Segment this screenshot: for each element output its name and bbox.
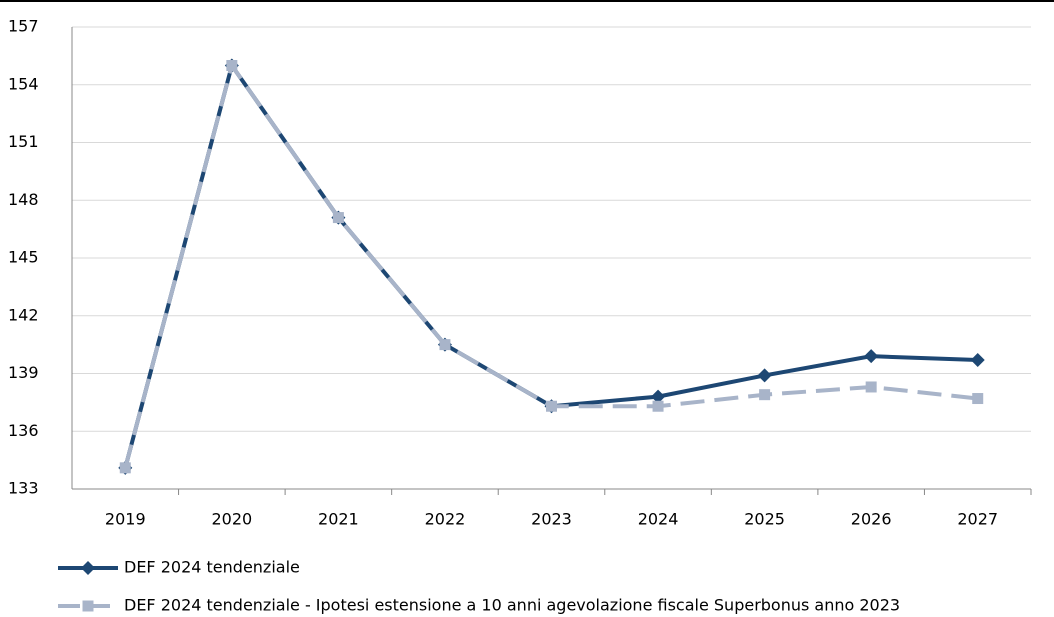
marker bbox=[970, 353, 985, 368]
marker bbox=[226, 60, 238, 71]
y-tick-label: 157 bbox=[8, 17, 39, 36]
marker bbox=[119, 462, 131, 474]
x-tick-label: 2027 bbox=[957, 510, 998, 529]
marker bbox=[546, 400, 557, 412]
marker bbox=[757, 368, 772, 383]
y-tick-label: 145 bbox=[8, 248, 39, 267]
marker bbox=[652, 400, 664, 412]
x-tick-label: 2024 bbox=[638, 510, 679, 529]
marker bbox=[972, 393, 984, 405]
y-tick-label: 142 bbox=[8, 305, 39, 324]
x-tick-label: 2025 bbox=[744, 510, 785, 529]
marker bbox=[332, 212, 344, 224]
legend-label: DEF 2024 tendenziale bbox=[124, 558, 300, 577]
y-tick-label: 139 bbox=[8, 363, 39, 382]
marker bbox=[82, 600, 94, 612]
y-tick-label: 154 bbox=[8, 74, 39, 93]
x-tick-label: 2022 bbox=[425, 510, 466, 529]
marker bbox=[865, 381, 877, 393]
y-tick-label: 151 bbox=[8, 132, 39, 151]
y-tick-label: 148 bbox=[8, 190, 39, 209]
marker bbox=[439, 339, 451, 351]
marker bbox=[759, 389, 771, 401]
marker bbox=[864, 349, 879, 364]
x-tick-label: 2026 bbox=[851, 510, 892, 529]
x-tick-label: 2021 bbox=[318, 510, 359, 529]
x-tick-label: 2019 bbox=[105, 510, 146, 529]
x-tick-label: 2020 bbox=[211, 510, 252, 529]
marker bbox=[651, 389, 666, 404]
y-tick-label: 133 bbox=[8, 479, 39, 498]
legend-label: DEF 2024 tendenziale - Ipotesi estension… bbox=[124, 596, 900, 615]
x-tick-label: 2023 bbox=[531, 510, 572, 529]
marker bbox=[81, 561, 95, 575]
y-tick-label: 136 bbox=[8, 421, 39, 440]
